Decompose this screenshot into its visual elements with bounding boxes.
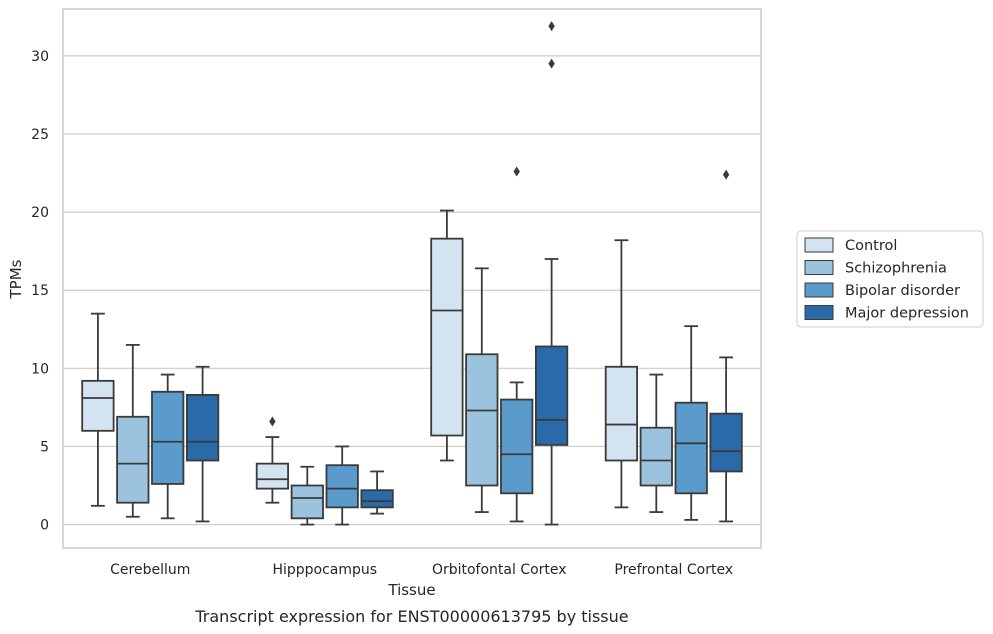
box-iqr [465, 353, 499, 487]
box-group [290, 465, 324, 526]
x-axis-title: Tissue [387, 581, 435, 599]
x-tick-label: Hipppocampus [272, 562, 377, 578]
outlier-point [548, 21, 555, 32]
y-tick-label: 30 [31, 49, 49, 65]
box-iqr [255, 462, 290, 490]
box-iqr [674, 401, 708, 495]
y-tick-label: 20 [31, 205, 49, 221]
legend-swatch [804, 237, 834, 253]
box-group [116, 343, 150, 518]
box-group [639, 373, 673, 513]
box-groups [81, 21, 743, 526]
box-iqr [709, 412, 743, 473]
legend-label: Schizophrenia [845, 261, 947, 277]
x-tick-labels: Cerebellum Hipppocampus Orbitofontal Corte… [110, 562, 733, 578]
box-group [500, 166, 534, 523]
legend-label: Major depression [845, 306, 969, 322]
box-group [674, 325, 708, 521]
box-iqr [185, 393, 220, 462]
outlier-point [269, 416, 276, 427]
outlier-point [548, 58, 555, 69]
box-iqr [325, 464, 359, 509]
legend-swatch [804, 260, 834, 275]
box-iqr [500, 398, 534, 495]
box-group [360, 470, 394, 515]
box-iqr [534, 345, 569, 446]
box-iqr [151, 390, 185, 485]
x-tick-label: Orbitofontal Cortex [432, 562, 567, 578]
box-group [430, 209, 464, 462]
legend: Control Schizophrenia Bipolar disorder Majo… [796, 230, 984, 328]
y-tick-label: 10 [31, 361, 49, 377]
figure-caption: Transcript expression for ENST0000061379… [194, 607, 628, 626]
y-tick-label: 5 [40, 439, 49, 455]
outlier-point [722, 169, 730, 180]
outlier-point [513, 166, 520, 177]
box-iqr [116, 415, 150, 504]
box-iqr [639, 426, 673, 487]
box-group [534, 21, 569, 526]
x-tick-label: Cerebellum [110, 562, 190, 578]
x-tick-label: Prefrontal Cortex [614, 562, 733, 578]
legend-label: Bipolar disorder [845, 283, 960, 299]
legend-label: Control [845, 238, 897, 254]
plot-frame [62, 8, 762, 549]
box-iqr [430, 237, 464, 437]
box-group [325, 445, 359, 526]
legend-frame [796, 230, 984, 328]
y-tick-label: 15 [31, 283, 49, 299]
y-tick-label: 25 [31, 127, 49, 143]
box-group [465, 267, 499, 513]
box-iqr [290, 484, 324, 520]
box-group [255, 416, 290, 504]
box-group [604, 239, 639, 509]
legend-swatch [804, 305, 834, 320]
box-iqr [604, 365, 639, 462]
box-group [81, 312, 115, 507]
y-tick-label: 0 [40, 518, 49, 534]
box-group [151, 373, 185, 520]
box-group [185, 365, 220, 523]
y-axis-title: TPMs [7, 259, 25, 299]
legend-swatch [804, 282, 834, 298]
box-group [709, 169, 743, 523]
box-iqr [81, 379, 115, 432]
box-iqr [360, 489, 394, 509]
y-tick-labels: 0 5 10 15 20 25 30 [31, 49, 49, 534]
